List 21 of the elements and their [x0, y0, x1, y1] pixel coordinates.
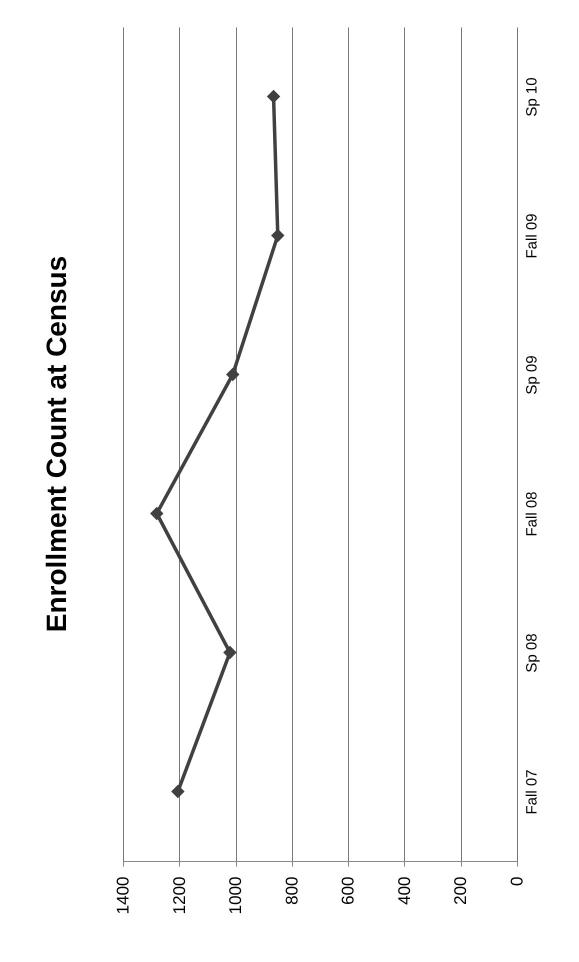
point — [150, 506, 164, 520]
x-tick-label: 1400 — [114, 876, 132, 914]
text: Enrollment Count at Census — [41, 256, 72, 632]
x-tick-label: 400 — [394, 876, 414, 905]
y-tick-label: Sp 09 — [524, 355, 540, 395]
y-tick-label: Sp 08 — [524, 633, 540, 673]
x-tick-label: 800 — [282, 876, 302, 905]
y-tick-label: Sp 10 — [524, 77, 540, 117]
y-tick-label: Fall 09 — [524, 213, 540, 259]
point — [226, 368, 240, 382]
x-tick-label: 200 — [451, 876, 470, 905]
x-tick-label: 600 — [338, 876, 358, 905]
point — [223, 646, 237, 660]
x-tick-label: 1000 — [226, 876, 246, 914]
y-tick-label: Fall 07 — [524, 769, 540, 815]
point — [266, 90, 280, 104]
point — [171, 784, 185, 798]
x-tick-label: 1200 — [170, 876, 189, 914]
point — [271, 228, 284, 242]
x-tick-label: 0 — [508, 876, 526, 886]
y-tick-label: Fall 08 — [524, 491, 540, 537]
